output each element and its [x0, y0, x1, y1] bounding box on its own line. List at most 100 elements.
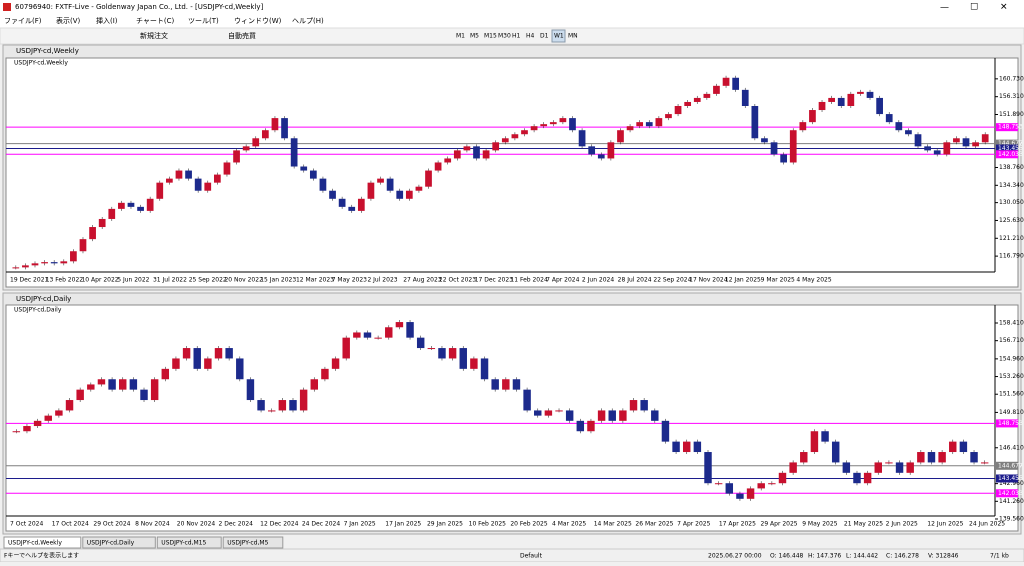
candle-body: [559, 118, 567, 123]
menu-item[interactable]: ファイル(F): [4, 17, 42, 25]
price-level-tag: [996, 123, 1018, 132]
candle-body: [438, 348, 446, 359]
tab[interactable]: [222, 536, 284, 549]
period-button[interactable]: H4: [526, 33, 535, 40]
candle-body: [501, 138, 509, 143]
candle-body: [444, 158, 452, 163]
candle-body: [79, 239, 87, 252]
candle-body: [597, 410, 606, 421]
candle-body: [924, 146, 931, 151]
candle-body: [672, 441, 680, 453]
window-title: 60796940: FXTF-Live - Goldenway Japan Co…: [15, 3, 264, 11]
y-tick-label: 154.960: [999, 355, 1024, 362]
candle-body: [76, 389, 84, 401]
candle-body: [194, 178, 202, 191]
period-button[interactable]: M30: [498, 33, 511, 40]
period-button[interactable]: M5: [470, 33, 479, 40]
price-level-tag: [996, 489, 1018, 498]
maximize[interactable]: ☐: [970, 3, 978, 13]
candle-body: [89, 227, 96, 240]
candle-body: [482, 150, 490, 159]
candle-body: [980, 462, 989, 464]
tab[interactable]: [3, 536, 82, 549]
candle-body: [425, 170, 432, 187]
y-tick-label: 156.310: [999, 93, 1024, 100]
price-level-label: 148.753: [998, 124, 1023, 131]
candle-body: [185, 170, 192, 179]
x-tick-label: 2 Dec 2024: [218, 521, 253, 528]
menu-item[interactable]: ヘルプ(H): [292, 17, 324, 25]
tab-label: USDJPY-cd,Weekly: [8, 540, 62, 547]
x-tick-label: 22 Oct 2023: [439, 277, 476, 284]
minimize[interactable]: —: [940, 3, 949, 13]
menu-item[interactable]: チャート(C): [136, 17, 175, 25]
period-button[interactable]: D1: [540, 33, 549, 40]
close[interactable]: ✕: [1000, 3, 1008, 13]
candle-body: [31, 263, 39, 266]
candle-body: [166, 178, 173, 183]
candle-body: [569, 118, 576, 131]
candle-body: [799, 122, 807, 131]
candle-body: [213, 174, 221, 183]
status-field: L: 144.442: [846, 553, 878, 560]
x-tick-label: 28 Jul 2024: [618, 277, 652, 284]
menu-item[interactable]: 挿入(I): [96, 16, 118, 25]
y-tick-label: 134.340: [999, 182, 1024, 189]
candle-body: [278, 400, 287, 411]
candle-body: [534, 410, 542, 416]
candle-body: [549, 122, 557, 125]
candle-body: [746, 488, 755, 499]
candle-body: [374, 337, 382, 339]
period-button[interactable]: W1: [554, 33, 564, 40]
candle-body: [847, 93, 855, 106]
candle-body: [810, 431, 819, 453]
candle-body: [655, 118, 663, 127]
menu-item[interactable]: ウィンドウ(W): [234, 17, 282, 25]
price-level-label: 143.455: [998, 145, 1023, 152]
candle-body: [470, 358, 478, 369]
candle-body: [140, 389, 148, 401]
candle-body: [780, 154, 788, 163]
status-field: Fキーでヘルプを表示します: [4, 552, 79, 560]
candle-body: [626, 126, 634, 131]
period-button[interactable]: MN: [568, 33, 578, 40]
x-tick-label: 29 Apr 2025: [761, 521, 798, 528]
candle-body: [434, 162, 442, 171]
x-tick-label: 7 Apr 2024: [546, 277, 579, 284]
tab[interactable]: [156, 536, 222, 549]
candle-body: [193, 348, 201, 369]
y-tick-label: 160.730: [999, 75, 1024, 82]
candle-body: [714, 483, 723, 485]
candle-body: [661, 420, 670, 442]
candle-body: [895, 122, 903, 131]
menu-item[interactable]: 表示(V): [56, 16, 81, 25]
candle-body: [540, 124, 548, 127]
x-tick-label: 2 Jun 2025: [886, 521, 918, 528]
x-tick-label: 21 May 2025: [844, 521, 883, 528]
period-active: [551, 29, 566, 43]
status-field: H: 147.376: [808, 553, 841, 560]
x-tick-label: 12 Jun 2025: [927, 521, 963, 528]
candle-body: [310, 379, 319, 390]
candle-body: [885, 114, 893, 123]
period-button[interactable]: M15: [484, 33, 497, 40]
candle-body: [348, 206, 356, 211]
tab[interactable]: [82, 536, 156, 549]
period-button[interactable]: H1: [512, 33, 521, 40]
candle-body: [236, 358, 244, 380]
x-tick-label: 7 May 2023: [332, 277, 367, 284]
x-tick-label: 7 Jan 2025: [344, 521, 376, 528]
menu-item[interactable]: ツール(T): [188, 17, 219, 25]
auto-trade-button[interactable]: 自動売買: [228, 31, 256, 40]
app-icon: [3, 3, 11, 11]
y-tick-label: 138.760: [999, 164, 1024, 171]
candle-body: [23, 426, 31, 432]
x-tick-label: 14 Mar 2025: [594, 521, 632, 528]
new-order-button[interactable]: 新規注文: [140, 31, 168, 40]
candle-body: [309, 170, 317, 179]
candle-body: [289, 400, 297, 411]
x-tick-label: 25 Sep 2022: [189, 277, 227, 284]
period-button[interactable]: M1: [456, 33, 465, 40]
y-tick-label: 158.410: [999, 319, 1024, 326]
status-field: V: 312846: [928, 553, 959, 560]
